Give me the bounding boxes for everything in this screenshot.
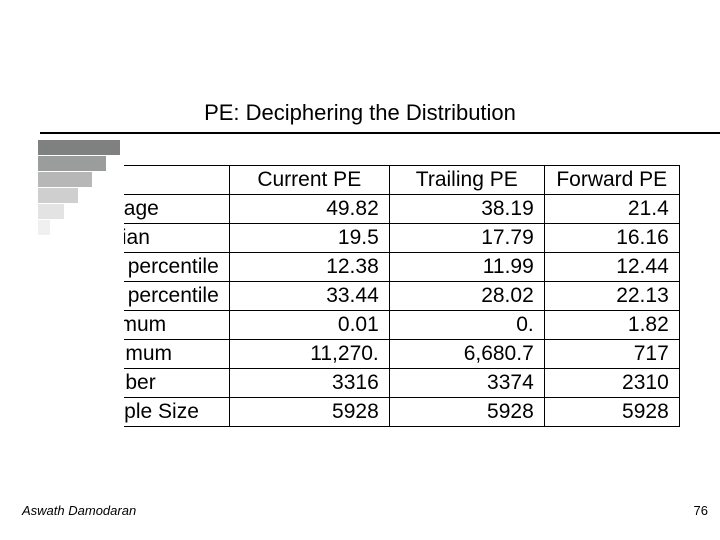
cell-value: 5928 <box>544 398 679 427</box>
title-underline <box>40 132 720 134</box>
cell-value: 49.82 <box>229 195 389 224</box>
cell-value: 0.01 <box>229 311 389 340</box>
cell-value: 5928 <box>229 398 389 427</box>
decor-bar <box>38 156 106 171</box>
decor-bar <box>38 204 64 219</box>
cell-value: 33.44 <box>229 282 389 311</box>
cell-value: 28.02 <box>389 282 544 311</box>
table-row: Sample Size592859285928 <box>124 398 679 427</box>
table-row: Number331633742310 <box>124 369 679 398</box>
cell-value: 5928 <box>389 398 544 427</box>
cell-value: 3374 <box>389 369 544 398</box>
cell-value: 11,270. <box>229 340 389 369</box>
decor-bar <box>38 172 92 187</box>
cell-value: 12.44 <box>544 253 679 282</box>
decor-bar <box>38 140 120 155</box>
cell-value: 6,680.7 <box>389 340 544 369</box>
cell-value: 11.99 <box>389 253 544 282</box>
cell-value: 2310 <box>544 369 679 398</box>
cell-value: 38.19 <box>389 195 544 224</box>
row-label: Average <box>124 195 229 224</box>
row-label: Median <box>124 224 229 253</box>
row-label: Sample Size <box>124 398 229 427</box>
decor-bar <box>38 220 50 235</box>
table-row: Maximum11,270.6,680.7717 <box>124 340 679 369</box>
row-label: Maximum <box>124 340 229 369</box>
cell-value: 16.16 <box>544 224 679 253</box>
table-row: Average49.8238.1921.4 <box>124 195 679 224</box>
pe-table-container: Current PETrailing PEForward PEAverage49… <box>124 165 720 441</box>
cell-value: 22.13 <box>544 282 679 311</box>
row-label: 75th percentile <box>124 282 229 311</box>
decor-bars <box>38 140 120 236</box>
cell-value: 0. <box>389 311 544 340</box>
cell-value: 17.79 <box>389 224 544 253</box>
col-header: Current PE <box>229 166 389 195</box>
cell-value: 19.5 <box>229 224 389 253</box>
footer-author: Aswath Damodaran <box>22 503 136 518</box>
table-row: Minimum0.010.1.82 <box>124 311 679 340</box>
row-label: Minimum <box>124 311 229 340</box>
slide-title: PE: Deciphering the Distribution <box>0 100 720 126</box>
table-row: 25th percentile12.3811.9912.44 <box>124 253 679 282</box>
cell-value: 21.4 <box>544 195 679 224</box>
table-row: 75th percentile33.4428.0222.13 <box>124 282 679 311</box>
col-header: Forward PE <box>544 166 679 195</box>
row-label-header <box>124 166 229 195</box>
col-header: Trailing PE <box>389 166 544 195</box>
table-row: Median19.517.7916.16 <box>124 224 679 253</box>
pe-table: Current PETrailing PEForward PEAverage49… <box>124 165 680 427</box>
cell-value: 12.38 <box>229 253 389 282</box>
footer-page-number: 76 <box>694 503 708 518</box>
cell-value: 717 <box>544 340 679 369</box>
cell-value: 3316 <box>229 369 389 398</box>
cell-value: 1.82 <box>544 311 679 340</box>
decor-bar <box>38 188 78 203</box>
row-label: Number <box>124 369 229 398</box>
row-label: 25th percentile <box>124 253 229 282</box>
